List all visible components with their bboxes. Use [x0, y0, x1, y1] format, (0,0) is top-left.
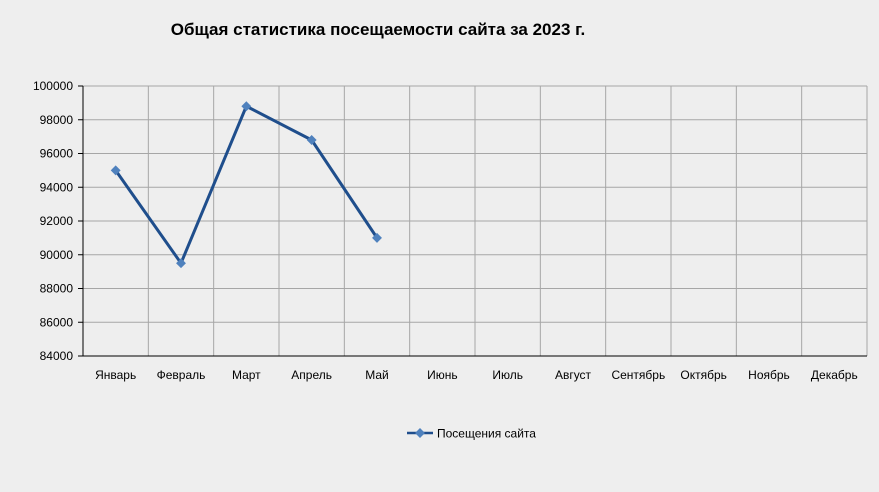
y-tick-label: 96000	[40, 147, 74, 161]
y-tick-label: 84000	[40, 349, 74, 363]
y-tick-label: 94000	[40, 180, 74, 194]
x-tick-label: Сентябрь	[611, 368, 665, 382]
x-tick-label: Февраль	[157, 368, 206, 382]
data-point-marker	[241, 101, 252, 112]
x-tick-label: Январь	[95, 368, 136, 382]
series-line	[114, 104, 379, 265]
x-tick-label: Май	[365, 368, 389, 382]
y-tick-label: 88000	[40, 282, 74, 296]
legend: Посещения сайта	[407, 427, 536, 441]
x-tick-label: Март	[232, 368, 261, 382]
data-point-marker	[372, 232, 382, 243]
y-tick-label: 92000	[40, 214, 74, 228]
data-point-marker	[176, 258, 186, 269]
x-tick-label: Июнь	[427, 368, 458, 382]
x-tick-label: Август	[555, 368, 592, 382]
x-tick-label: Июль	[492, 368, 523, 382]
series-lines	[110, 101, 382, 269]
chart-title: Общая статистика посещаемости сайта за 2…	[171, 20, 585, 39]
y-tick-label: 100000	[33, 79, 73, 93]
x-tick-label: Декабрь	[811, 368, 858, 382]
gridlines	[83, 85, 868, 356]
y-tick-label: 86000	[40, 315, 74, 329]
x-tick-label: Ноябрь	[748, 368, 790, 382]
x-tick-label: Октябрь	[680, 368, 727, 382]
axes	[78, 85, 867, 357]
y-tick-label: 90000	[40, 248, 74, 262]
legend-marker-swatch	[415, 428, 425, 438]
data-point-marker	[110, 165, 121, 176]
y-tick-label: 98000	[40, 113, 74, 127]
y-axis-ticks: 84000 86000 88000 90000 92000 94000 96000 98000…	[33, 79, 73, 363]
legend-label: Посещения сайта	[437, 427, 536, 441]
x-axis-ticks: Январь Февраль Март Апрель Май Июнь Июль Август…	[95, 368, 858, 382]
x-tick-label: Апрель	[291, 368, 332, 382]
data-point-marker	[306, 135, 317, 145]
